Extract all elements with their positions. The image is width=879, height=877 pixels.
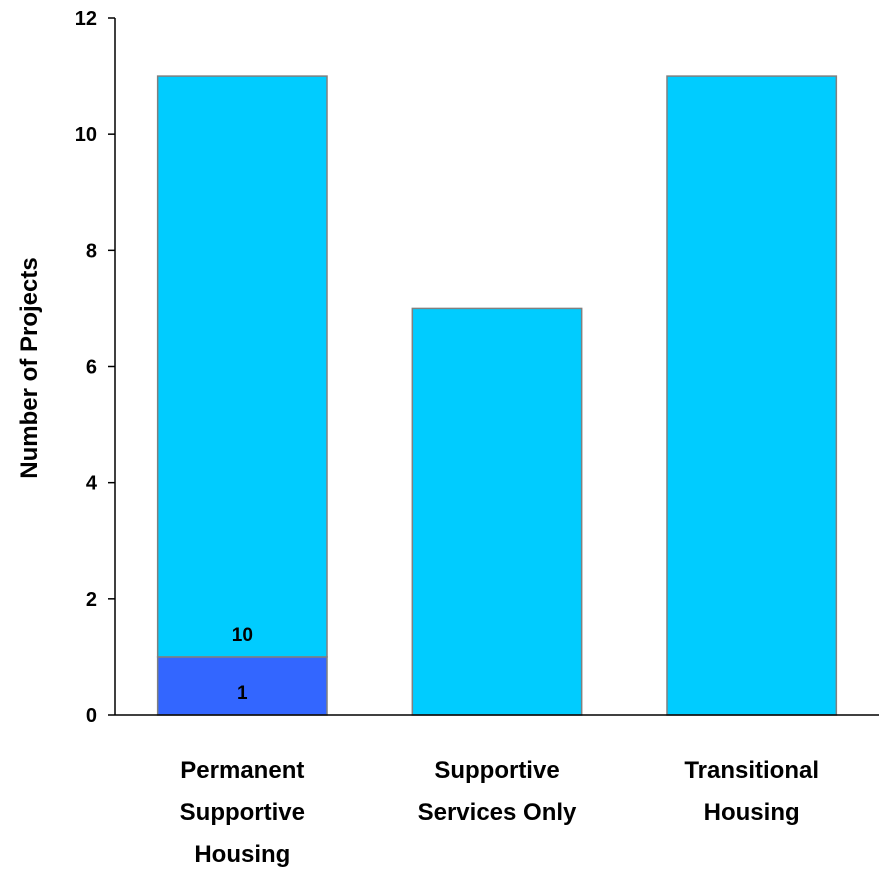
x-axis-categories: Permanent Supportive Housing Supportive Serv… [180,757,819,868]
data-label: 1 [237,683,248,704]
y-tick-label: 10 [75,124,97,146]
y-tick-label: 0 [86,705,97,727]
y-axis-title: Number of Projects [16,257,43,478]
y-tick-label: 12 [75,8,97,30]
x-category-label: Housing [194,841,290,868]
y-tick-label: 2 [86,589,97,611]
bar-segment [156,75,328,658]
y-tick-label: 6 [86,357,97,379]
y-tick-label: 8 [86,240,97,262]
bars-group [156,75,838,716]
x-category-label: Supportive [434,757,559,784]
bar-segment [411,307,583,716]
bar-segment [666,75,838,716]
x-category-label: Housing [704,799,800,826]
x-category-label: Services Only [418,799,577,826]
bar-segment [156,656,328,716]
data-labels-group: 1 10 [232,625,253,704]
y-axis-ticks: 0 2 4 6 8 10 12 [75,8,115,727]
data-label: 10 [232,625,253,646]
x-category-label: Supportive [180,799,305,826]
x-category-label: Transitional [684,757,819,784]
x-category-label: Permanent [180,757,304,784]
y-tick-label: 4 [86,473,98,495]
